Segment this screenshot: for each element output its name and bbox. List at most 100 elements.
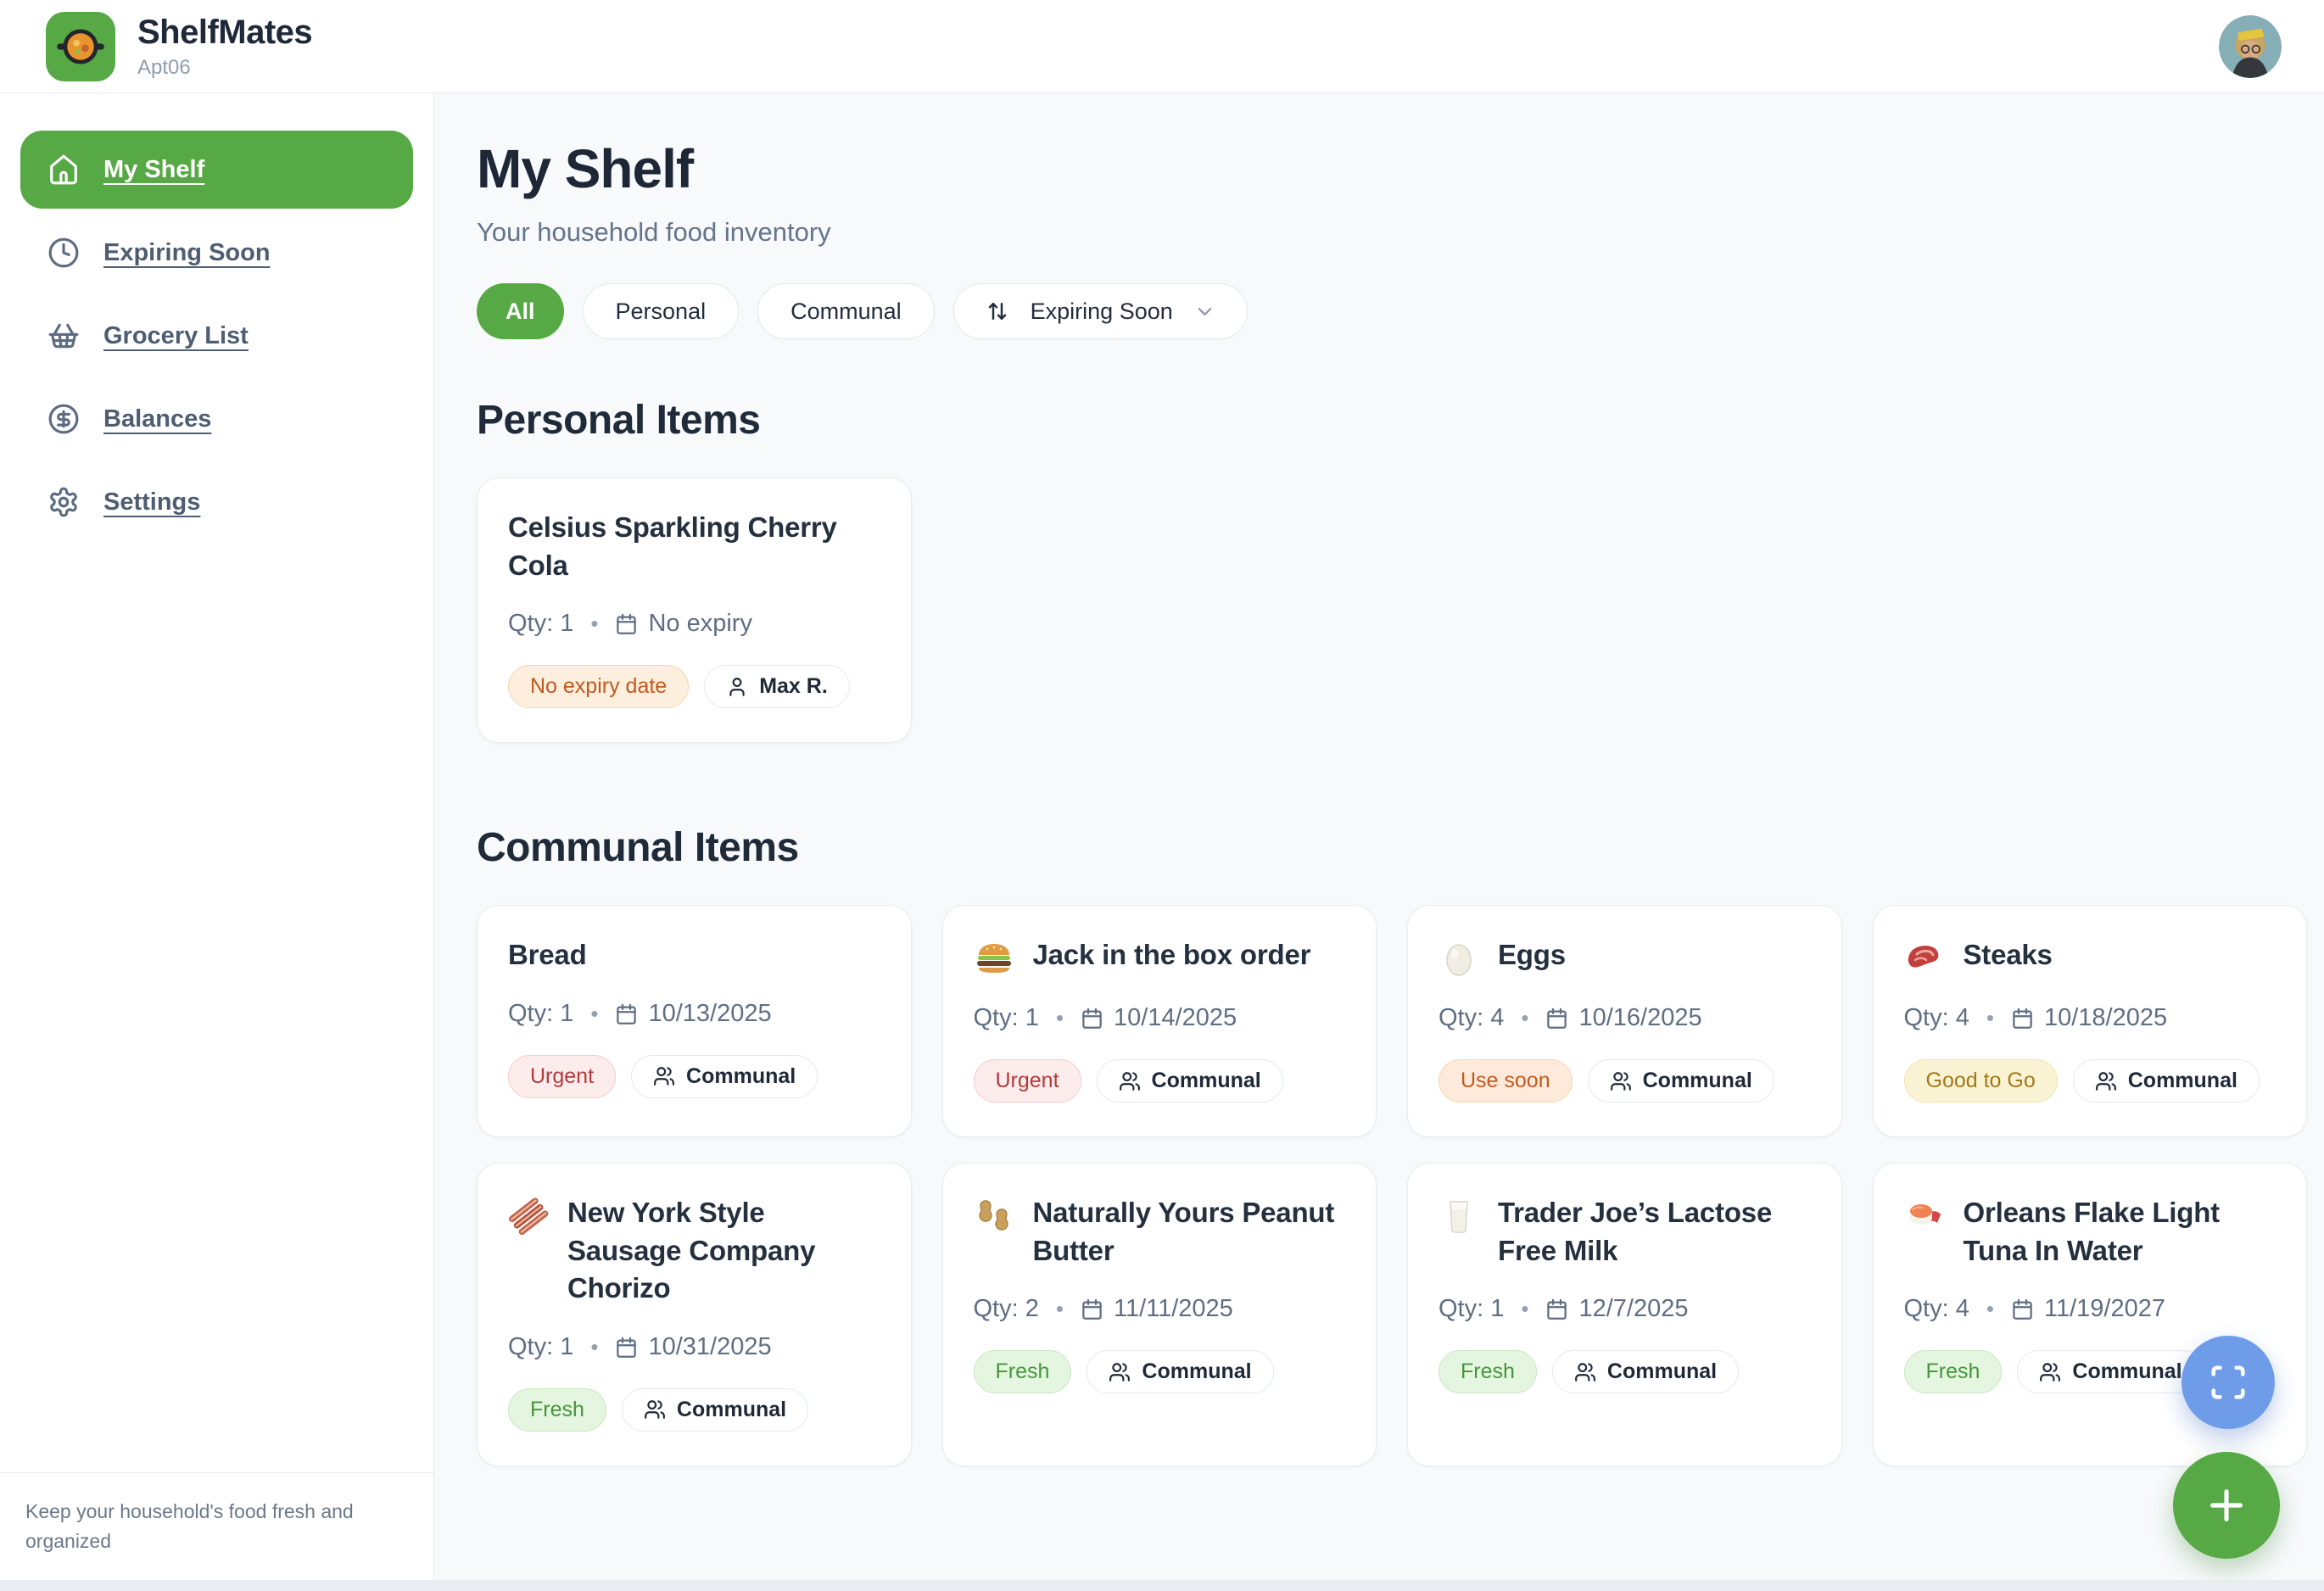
add-item-button[interactable] xyxy=(2173,1452,2280,1559)
item-expiry: 12/7/2025 xyxy=(1578,1295,1689,1323)
people-icon xyxy=(1119,1071,1140,1091)
item-badges: Urgent Communal xyxy=(508,1054,880,1098)
item-card-jack-in-the-box[interactable]: Jack in the box order Qty: 1 • 10/14/202… xyxy=(941,905,1377,1138)
sidebar-item-label: Settings xyxy=(103,488,201,516)
item-title: Trader Joe’s Lactose Free Milk xyxy=(1498,1197,1773,1266)
owner-label: Communal xyxy=(1642,1069,1752,1093)
meta-separator: • xyxy=(590,1000,599,1026)
sidebar-item-settings[interactable]: Settings xyxy=(20,463,413,541)
item-title: Jack in the box order xyxy=(1032,939,1311,971)
item-meta: Qty: 1 • 12/7/2025 xyxy=(1439,1295,1811,1323)
horizontal-scrollbar[interactable] xyxy=(0,1580,2324,1591)
people-icon xyxy=(654,1067,674,1086)
sidebar-item-balances[interactable]: Balances xyxy=(20,380,413,458)
status-badge: Fresh xyxy=(508,1387,606,1432)
item-qty: Qty: 1 xyxy=(1439,1295,1505,1323)
owner-label: Communal xyxy=(2072,1359,2182,1384)
calendar-icon xyxy=(1547,1298,1567,1320)
item-expiry: 10/16/2025 xyxy=(1578,1004,1702,1032)
item-card-celsius[interactable]: Celsius Sparkling Cherry Cola Qty: 1 • N… xyxy=(477,477,912,744)
meta-separator: • xyxy=(590,1333,599,1359)
owner-label: Communal xyxy=(1151,1069,1261,1093)
sort-dropdown[interactable]: Expiring Soon xyxy=(953,283,1248,339)
status-badge: Fresh xyxy=(1439,1350,1537,1394)
people-icon xyxy=(1610,1071,1631,1091)
meta-separator: • xyxy=(1986,1296,1994,1322)
filter-communal-button[interactable]: Communal xyxy=(757,283,935,339)
profile-avatar[interactable] xyxy=(2219,14,2282,78)
basket-icon xyxy=(48,323,79,349)
calendar-icon xyxy=(2013,1298,2032,1320)
item-meta: Qty: 1 • 10/13/2025 xyxy=(508,1000,880,1028)
owner-badge: Communal xyxy=(2072,1059,2260,1103)
owner-label: Max R. xyxy=(759,674,828,699)
owner-badge: Communal xyxy=(1096,1059,1283,1103)
item-card-steaks[interactable]: Steaks Qty: 4 • 10/18/2025 Good to Go Co… xyxy=(1872,905,2307,1138)
app-name: ShelfMates xyxy=(137,13,313,51)
communal-items-grid: Bread Qty: 1 • 10/13/2025 Urgent Communa… xyxy=(477,905,2307,1466)
item-card-milk[interactable]: Trader Joe’s Lactose Free Milk Qty: 1 • … xyxy=(1407,1163,1842,1466)
item-card-eggs[interactable]: Eggs Qty: 4 • 10/16/2025 Use soon Commun… xyxy=(1407,905,1842,1138)
status-badge: Fresh xyxy=(1903,1350,2003,1394)
people-icon xyxy=(1109,1362,1131,1382)
people-icon xyxy=(2095,1071,2116,1091)
person-icon xyxy=(729,677,745,696)
filter-bar: All Personal Communal Expiring Soon xyxy=(477,283,2307,339)
sidebar-item-grocery-list[interactable]: Grocery List xyxy=(20,297,413,375)
item-expiry: No expiry xyxy=(648,610,752,638)
clock-icon xyxy=(48,237,79,268)
owner-label: Communal xyxy=(1606,1359,1718,1384)
calendar-icon xyxy=(617,1337,637,1358)
pan-icon xyxy=(57,28,104,64)
meta-separator: • xyxy=(1521,1296,1529,1322)
item-qty: Qty: 2 xyxy=(973,1295,1039,1323)
home-icon xyxy=(50,154,77,185)
item-expiry: 11/19/2027 xyxy=(2043,1295,2165,1323)
item-title: New York Style Sausage Company Chorizo xyxy=(567,1197,816,1304)
item-meta: Qty: 1 • No expiry xyxy=(508,610,880,638)
peanut-icon xyxy=(974,1196,1014,1237)
owner-label: Communal xyxy=(676,1397,787,1421)
sort-arrows-icon xyxy=(988,303,1006,320)
item-expiry: 10/14/2025 xyxy=(1113,1004,1237,1032)
status-badge: Use soon xyxy=(1439,1059,1573,1103)
filter-all-button[interactable]: All xyxy=(477,283,564,339)
item-title: Naturally Yours Peanut Butter xyxy=(1032,1197,1335,1266)
item-badges: Fresh Communal xyxy=(973,1350,1346,1394)
sidebar-item-expiring-soon[interactable]: Expiring Soon xyxy=(20,214,413,292)
status-badge: Fresh xyxy=(973,1350,1072,1394)
item-meta: Qty: 1 • 10/14/2025 xyxy=(974,1004,1346,1032)
item-qty: Qty: 4 xyxy=(1903,1004,1969,1032)
status-badge: Good to Go xyxy=(1903,1059,2058,1103)
calendar-icon xyxy=(617,613,637,634)
sidebar-item-label: Balances xyxy=(103,405,212,433)
steak-icon xyxy=(1904,938,1945,979)
item-card-bread[interactable]: Bread Qty: 1 • 10/13/2025 Urgent Communa… xyxy=(477,905,912,1138)
item-card-peanut-butter[interactable]: Naturally Yours Peanut Butter Qty: 2 • 1… xyxy=(941,1163,1377,1466)
scan-button[interactable] xyxy=(2182,1336,2275,1429)
meta-separator: • xyxy=(1521,1005,1529,1031)
item-badges: Fresh Communal xyxy=(1903,1350,2277,1394)
communal-items-heading: Communal Items xyxy=(477,825,799,871)
owner-label: Communal xyxy=(686,1063,796,1088)
item-badges: Good to Go Communal xyxy=(1903,1059,2277,1103)
item-title: Bread xyxy=(508,939,587,971)
item-title: Orleans Flake Light Tuna In Water xyxy=(1963,1197,2221,1266)
calendar-icon xyxy=(1082,1298,1102,1320)
filter-personal-button[interactable]: Personal xyxy=(582,283,740,339)
item-expiry: 10/18/2025 xyxy=(2043,1004,2168,1032)
item-card-chorizo[interactable]: New York Style Sausage Company Chorizo Q… xyxy=(477,1163,912,1466)
sidebar-item-my-shelf[interactable]: My Shelf xyxy=(20,131,413,209)
item-meta: Qty: 2 • 11/11/2025 xyxy=(974,1295,1346,1323)
meta-separator: • xyxy=(1055,1005,1064,1031)
item-meta: Qty: 1 • 10/31/2025 xyxy=(508,1333,880,1361)
owner-badge: Communal xyxy=(631,1054,818,1098)
chevron-down-icon xyxy=(1198,307,1212,315)
item-meta: Qty: 4 • 10/16/2025 xyxy=(1439,1004,1811,1032)
sidebar-item-label: My Shelf xyxy=(103,155,205,183)
calendar-icon xyxy=(2013,1008,2032,1029)
item-qty: Qty: 1 xyxy=(508,610,574,638)
page-subtitle: Your household food inventory xyxy=(477,217,831,247)
people-icon xyxy=(644,1400,665,1420)
item-meta: Qty: 4 • 11/19/2027 xyxy=(1904,1295,2277,1323)
